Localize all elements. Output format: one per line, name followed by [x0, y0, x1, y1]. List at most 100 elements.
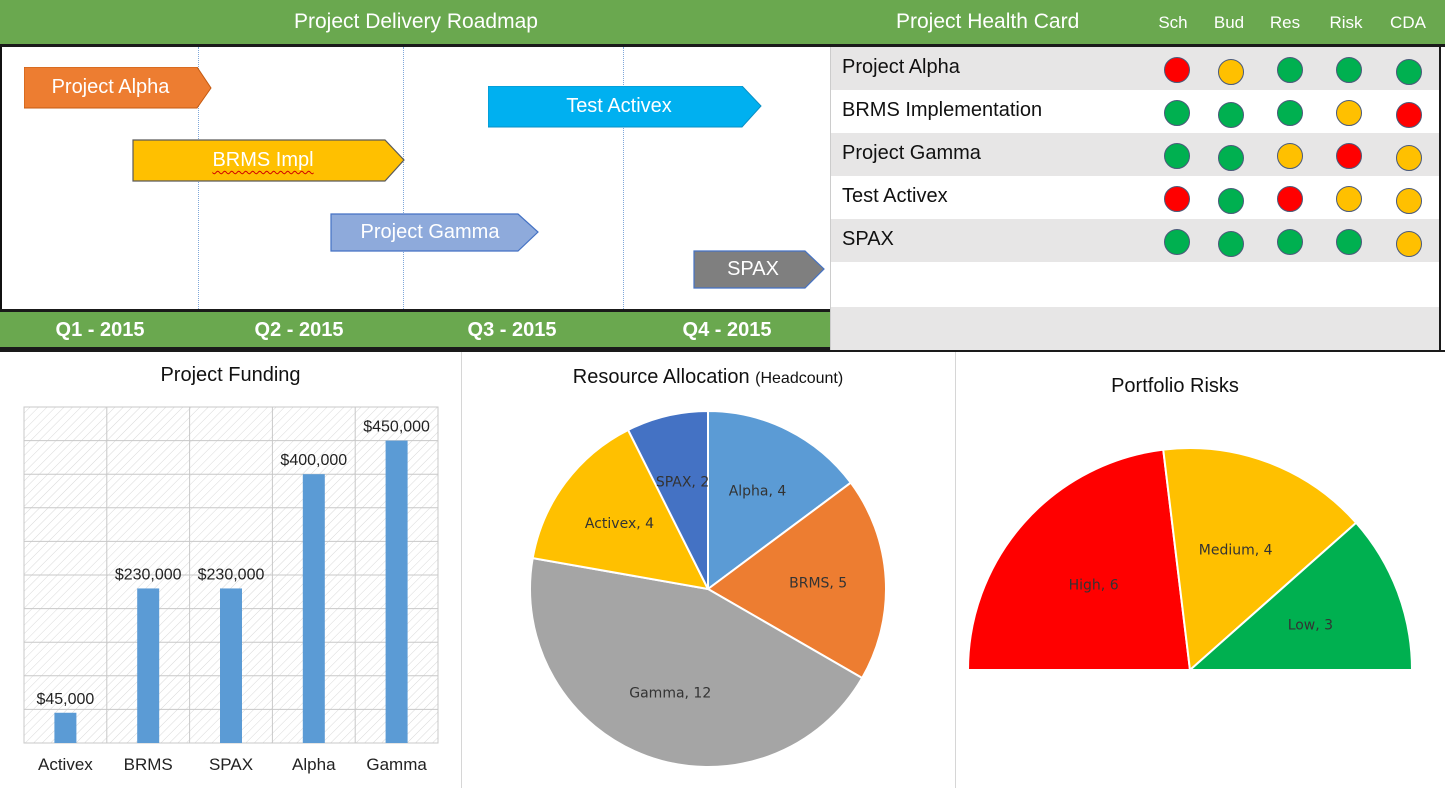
status-green-icon — [1277, 100, 1303, 126]
pie-slice-label: Activex, 4 — [585, 516, 654, 532]
pie-slice[interactable] — [529, 556, 864, 768]
roadmap-bar-alpha[interactable] — [24, 67, 212, 109]
resource-pie-chart: Alpha, 4 BRMS, 5 Gamma, 12 Activex, 4 SPAX, … — [529, 409, 887, 768]
health-card-panel: Project Alpha BRMS Implementation Projec… — [830, 47, 1440, 350]
status-red-icon — [1336, 143, 1362, 169]
quarter-gridline — [623, 47, 624, 309]
health-empty-row — [831, 307, 1440, 350]
panel-divider — [955, 352, 956, 788]
gauge-segment[interactable] — [1162, 447, 1358, 673]
gauge-segment-label: Low, 3 — [1288, 617, 1333, 633]
status-yellow-icon — [1218, 59, 1244, 85]
health-col-cda: CDA — [1390, 13, 1426, 32]
roadmap-bar-spax[interactable] — [693, 250, 827, 290]
pie-slice[interactable] — [707, 409, 853, 591]
funding-chart: $45,000 Activex $230,000 BRMS $230,000 SPAX $4… — [23, 406, 439, 774]
pie-slice[interactable] — [706, 481, 887, 680]
funding-chart-title: Project Funding — [160, 364, 301, 386]
funding-category-label: SPAX — [209, 755, 253, 774]
health-col-risk: Risk — [1329, 13, 1363, 32]
quarter-label: Q3 - 2015 — [467, 319, 557, 341]
quarter-label: Q2 - 2015 — [254, 319, 344, 341]
funding-data-label: $230,000 — [198, 566, 265, 583]
status-green-icon — [1218, 188, 1244, 214]
roadmap-bar-gamma[interactable] — [330, 213, 541, 253]
status-green-icon — [1218, 231, 1244, 257]
gauge-segment-label: Medium, 4 — [1199, 543, 1273, 559]
health-col-schedule: Sch — [1158, 13, 1188, 32]
roadmap-title: Project Delivery Roadmap — [294, 10, 538, 33]
health-row-name: BRMS Implementation — [842, 99, 1043, 121]
funding-category-label: Alpha — [292, 755, 336, 774]
status-green-icon — [1396, 59, 1422, 85]
status-yellow-icon — [1336, 186, 1362, 212]
roadmap-bar-brms[interactable] — [132, 139, 407, 183]
gauge-segment-label: High, 6 — [1069, 578, 1119, 594]
roadmap-bar-activex-label: Test Activex — [566, 95, 672, 117]
resource-chart-title: Resource Allocation (Headcount) — [461, 366, 955, 389]
health-empty-row — [831, 262, 1440, 307]
pie-slice[interactable] — [626, 409, 709, 590]
gauge-segment[interactable] — [966, 448, 1192, 671]
status-red-icon — [1396, 102, 1422, 128]
quarter-gridline — [403, 47, 404, 309]
roadmap-bar-alpha-label: Project Alpha — [51, 76, 170, 98]
status-green-icon — [1164, 229, 1190, 255]
status-red-icon — [1164, 186, 1190, 212]
pie-slice-label: BRMS, 5 — [789, 576, 847, 592]
health-row[interactable]: SPAX — [831, 219, 1440, 262]
health-row-name: Test Activex — [842, 185, 948, 207]
health-row-name: SPAX — [842, 228, 894, 250]
status-yellow-icon — [1277, 143, 1303, 169]
pie-slice-label: SPAX, 2 — [656, 475, 709, 491]
risk-gauge-chart: High, 6 Medium, 4 Low, 3 — [966, 447, 1414, 673]
funding-data-label: $450,000 — [363, 419, 430, 436]
health-row-name: Project Gamma — [842, 142, 981, 164]
status-green-icon — [1218, 102, 1244, 128]
status-green-icon — [1336, 57, 1362, 83]
quarter-label: Q1 - 2015 — [55, 319, 145, 341]
roadmap-bar-brms-label: BRMS Impl — [212, 149, 314, 171]
funding-data-label: $45,000 — [36, 691, 94, 708]
roadmap-panel: Project Alpha Test Activex BRMS Impl Pro… — [0, 47, 830, 309]
risk-chart-title: Portfolio Risks — [1111, 375, 1239, 397]
funding-bar[interactable] — [54, 712, 77, 743]
status-red-icon — [1164, 57, 1190, 83]
quarter-timeline: Q1 - 2015 Q2 - 2015 Q3 - 2015 Q4 - 2015 — [0, 309, 830, 350]
funding-bar[interactable] — [385, 440, 408, 743]
funding-bar[interactable] — [302, 474, 325, 743]
status-green-icon — [1277, 229, 1303, 255]
resource-title-suffix: (Headcount) — [755, 370, 844, 387]
funding-data-label: $400,000 — [280, 452, 347, 469]
status-green-icon — [1218, 145, 1244, 171]
funding-category-label: Activex — [38, 755, 93, 774]
pie-slice-label: Alpha, 4 — [729, 483, 787, 499]
health-row-name: Project Alpha — [842, 56, 960, 78]
quarter-label: Q4 - 2015 — [682, 319, 772, 341]
pie-slice[interactable] — [531, 428, 710, 591]
status-green-icon — [1336, 229, 1362, 255]
roadmap-bar-gamma-label: Project Gamma — [360, 221, 500, 243]
section-divider — [0, 350, 1445, 352]
resource-title-main: Resource Allocation — [572, 366, 750, 388]
status-yellow-icon — [1396, 188, 1422, 214]
health-col-budget: Bud — [1213, 13, 1245, 32]
status-yellow-icon — [1396, 145, 1422, 171]
status-yellow-icon — [1336, 100, 1362, 126]
status-green-icon — [1164, 100, 1190, 126]
health-card-title: Project Health Card — [896, 10, 1080, 33]
roadmap-bar-spax-label: SPAX — [727, 258, 779, 280]
pie-slice-label: Gamma, 12 — [629, 686, 711, 702]
funding-bar[interactable] — [220, 588, 242, 743]
gauge-segment[interactable] — [1187, 521, 1414, 671]
panel-divider — [461, 352, 462, 788]
roadmap-bar-activex[interactable] — [488, 86, 763, 128]
status-green-icon — [1164, 143, 1190, 169]
header-bar: Project Delivery Roadmap Project Health … — [0, 0, 1445, 47]
status-red-icon — [1277, 186, 1303, 212]
status-yellow-icon — [1396, 231, 1422, 257]
funding-bar[interactable] — [137, 588, 160, 743]
funding-category-label: BRMS — [124, 755, 173, 774]
status-green-icon — [1277, 57, 1303, 83]
panel-border — [1439, 47, 1441, 352]
